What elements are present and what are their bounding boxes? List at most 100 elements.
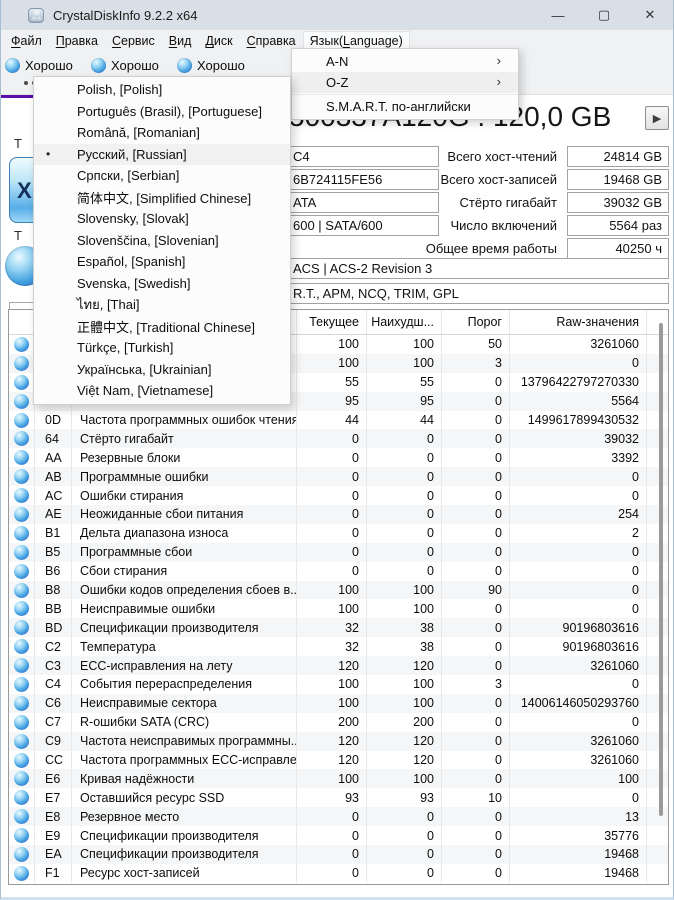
status-good-icon <box>14 620 29 636</box>
menu-label-key: С <box>246 34 256 48</box>
attribute-raw-value: 0 <box>510 788 647 808</box>
stat-value-2: 39032 GB <box>567 192 669 213</box>
smart-table-row: B8 Ошибки кодов определения сбоев в... 100… <box>9 580 668 600</box>
attribute-worst: 0 <box>367 561 442 581</box>
attribute-threshold: 0 <box>442 448 510 468</box>
row-status-cell <box>9 467 35 487</box>
attribute-id: C3 <box>35 656 72 676</box>
attribute-raw-value: 254 <box>510 505 647 524</box>
status-good-icon <box>91 58 106 73</box>
status-good-icon <box>14 752 29 768</box>
clipped-temperature-glyphs <box>24 81 64 86</box>
language-menu-item-2[interactable]: S.M.A.R.T. по-английски <box>292 96 518 117</box>
language-option-11[interactable]: 正體中文, [Traditional Chinese] <box>34 316 290 338</box>
attribute-threshold: 0 <box>442 505 510 524</box>
menu-item-label: A-N <box>326 54 349 69</box>
menubar-item-2[interactable]: Сервис <box>106 32 161 50</box>
row-scroll-gap <box>647 392 668 411</box>
attribute-worst: 120 <box>367 750 442 770</box>
language-option-9[interactable]: Svenska, [Swedish] <box>34 273 290 295</box>
language-option-4[interactable]: Српски, [Serbian] <box>34 165 290 187</box>
toolbar-disk-indicator-1[interactable]: Хорошо <box>91 58 159 85</box>
row-status-cell <box>9 693 35 713</box>
status-good-icon <box>14 639 29 655</box>
attribute-name: Ошибки стирания <box>72 486 297 506</box>
status-good-icon <box>14 450 29 466</box>
menu-item-label: O-Z <box>326 75 349 90</box>
smart-table-row: E6 Кривая надёжности 100 100 0 100 <box>9 769 668 789</box>
status-good-icon <box>14 393 29 409</box>
attribute-name: Ошибки кодов определения сбоев в... <box>72 580 297 600</box>
row-scroll-gap <box>647 373 668 392</box>
attribute-raw-value: 0 <box>510 353 647 373</box>
attribute-raw-value: 35776 <box>510 826 647 846</box>
attribute-name: Неисправимые ошибки <box>72 599 297 619</box>
header-status-cell <box>9 310 35 334</box>
attribute-current: 0 <box>297 863 367 883</box>
attribute-id: CC <box>35 750 72 770</box>
language-option-6[interactable]: Slovensky, [Slovak] <box>34 208 290 230</box>
scrollbar-thumb[interactable] <box>659 323 663 816</box>
row-status-cell <box>9 656 35 676</box>
attribute-current: 0 <box>297 467 367 487</box>
language-option-label: Slovenščina, [Slovenian] <box>77 232 219 248</box>
menu-label-post: anguage) <box>349 34 403 48</box>
stat-value-0: 24814 GB <box>567 146 669 167</box>
attribute-name: Программные ошибки <box>72 467 297 487</box>
language-option-3[interactable]: • Русский, [Russian] <box>34 143 290 165</box>
attribute-current: 0 <box>297 542 367 562</box>
toolbar-disk-indicator-0[interactable]: Хорошо <box>5 58 73 85</box>
attribute-worst: 100 <box>367 769 442 789</box>
disk-field-fragment: C4 <box>293 149 310 164</box>
status-good-icon <box>14 658 29 674</box>
menu-item-label: S.M.A.R.T. по-английски <box>326 99 471 114</box>
row-scroll-gap <box>647 524 668 543</box>
language-menu-item-1[interactable]: O-Z › <box>292 72 518 93</box>
row-status-cell <box>9 599 35 619</box>
row-scroll-gap <box>647 788 668 807</box>
next-disk-button[interactable]: ▶ <box>645 106 669 130</box>
language-option-0[interactable]: Polish, [Polish] <box>34 79 290 101</box>
menubar-item-5[interactable]: Справка <box>241 32 302 50</box>
language-option-1[interactable]: Português (Brasil), [Portuguese] <box>34 101 290 123</box>
language-option-label: Română, [Romanian] <box>77 125 200 141</box>
attribute-current: 100 <box>297 353 367 373</box>
language-option-5[interactable]: 简体中文, [Simplified Chinese] <box>34 187 290 209</box>
row-status-cell <box>9 335 35 354</box>
row-scroll-gap <box>647 335 668 354</box>
attribute-raw-value: 3261060 <box>510 750 647 770</box>
language-option-7[interactable]: Slovenščina, [Slovenian] <box>34 230 290 252</box>
attribute-threshold: 0 <box>442 656 510 676</box>
menu-label-post: ервис <box>121 34 155 48</box>
attribute-current: 100 <box>297 599 367 619</box>
language-option-label: Русский, [Russian] <box>77 146 187 162</box>
minimize-button[interactable]: — <box>551 7 565 23</box>
toolbar-disk-indicator-2[interactable]: Хорошо <box>177 58 245 85</box>
language-option-2[interactable]: Română, [Romanian] <box>34 122 290 144</box>
language-option-13[interactable]: Українська, [Ukrainian] <box>34 359 290 381</box>
attribute-id: E8 <box>35 807 72 827</box>
header-current: Текущее <box>297 310 367 334</box>
language-option-12[interactable]: Türkçe, [Turkish] <box>34 337 290 359</box>
language-option-8[interactable]: Español, [Spanish] <box>34 251 290 273</box>
attribute-name: Спецификации производителя <box>72 826 297 846</box>
language-option-10[interactable]: ไทย, [Thai] <box>34 294 290 316</box>
smart-table-row: B1 Дельта диапазона износа 0 0 0 2 <box>9 523 668 543</box>
menubar-item-6[interactable]: Язык(Language) <box>302 31 410 51</box>
menubar-item-3[interactable]: Вид <box>163 32 198 50</box>
status-good-icon <box>14 336 29 352</box>
attribute-id: C4 <box>35 675 72 694</box>
close-button[interactable]: ✕ <box>644 7 656 22</box>
attribute-threshold: 0 <box>442 845 510 864</box>
maximize-button[interactable]: ▢ <box>597 7 611 22</box>
menubar-item-4[interactable]: Диск <box>199 32 238 50</box>
row-status-cell <box>9 788 35 808</box>
header-threshold: Порог <box>442 310 510 334</box>
attribute-threshold: 0 <box>442 523 510 543</box>
menubar-item-0[interactable]: Файл <box>5 32 48 50</box>
menubar-item-1[interactable]: Правка <box>50 32 104 50</box>
language-menu-item-0[interactable]: A-N › <box>292 51 518 72</box>
row-scroll-gap <box>647 599 668 618</box>
language-option-14[interactable]: Việt Nam, [Vietnamese] <box>34 380 290 402</box>
status-good-icon <box>14 846 29 862</box>
